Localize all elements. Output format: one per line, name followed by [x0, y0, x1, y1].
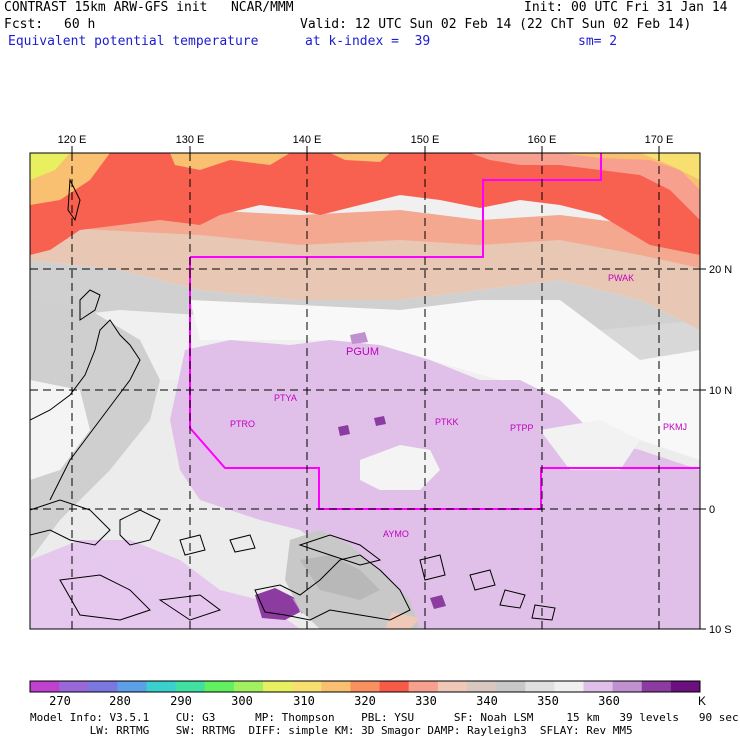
lat-label-20n: 20 N: [709, 264, 732, 276]
lat-label-equator: 0: [709, 504, 715, 516]
coastlines: [30, 178, 556, 621]
colorbar-swatch: [466, 681, 497, 692]
colorbar-swatch: [379, 681, 410, 692]
colorbar-swatch: [146, 681, 177, 692]
lon-label-150: 150 E: [411, 134, 440, 146]
region-boundary: [189, 153, 700, 510]
colorbar-swatch: [292, 681, 322, 692]
station-pwak: PWAK: [608, 273, 634, 283]
station-ptpp: PTPP: [510, 423, 534, 433]
colorbar-label-350: 350: [537, 694, 559, 708]
colorbar-swatch: [525, 681, 555, 692]
lon-label-170: 170 E: [645, 134, 674, 146]
lon-label-120: 120 E: [58, 134, 87, 146]
lon-label-130: 130 E: [176, 134, 205, 146]
header-valid-time: Valid: 12 UTC Sun 02 Feb 14 (22 ChT Sun …: [300, 17, 692, 32]
colorbar-swatch: [583, 681, 614, 692]
colorbar-swatch: [117, 681, 148, 692]
lat-label-10n: 10 N: [709, 385, 732, 397]
colorbar: [29, 680, 701, 693]
colorbar-label-330: 330: [415, 694, 437, 708]
colorbar-label-320: 320: [354, 694, 376, 708]
lon-label-160: 160 E: [528, 134, 557, 146]
header-forecast-value: 60 h: [64, 17, 96, 32]
colorbar-label-340: 340: [476, 694, 498, 708]
lat-lon-grid: [30, 153, 700, 629]
colorbar-swatch: [554, 681, 584, 692]
lat-label-10s: 10 S: [709, 624, 732, 636]
colorbar-swatch: [321, 681, 351, 692]
colorbar-swatch: [88, 681, 118, 692]
colorbar-swatch: [670, 681, 701, 692]
header-init-time: Init: 00 UTC Fri 31 Jan 14: [524, 0, 728, 15]
map-frame: [29, 152, 701, 630]
colorbar-swatch: [59, 681, 89, 692]
colorbar-label-290: 290: [170, 694, 192, 708]
smoothing-info: sm= 2: [578, 34, 618, 49]
theta-e-field: [30, 153, 700, 629]
lon-label-140: 140 E: [293, 134, 322, 146]
station-ptkk: PTKK: [435, 417, 459, 427]
colorbar-swatch: [175, 681, 206, 692]
colorbar-swatch: [204, 681, 235, 692]
station-pkmj: PKMJ: [663, 422, 687, 432]
colorbar-swatch: [641, 681, 672, 692]
station-aymo: AYMO: [383, 529, 409, 539]
colorbar-swatch: [612, 681, 643, 692]
station-pgum: PGUM: [346, 346, 379, 358]
header-title: CONTRAST 15km ARW-GFS init NCAR/MMM: [4, 0, 294, 15]
station-ptya: PTYA: [274, 393, 297, 403]
colorbar-label-280: 280: [109, 694, 131, 708]
colorbar-swatch: [30, 681, 60, 692]
colorbar-unit: K: [698, 694, 706, 708]
header-forecast-label: Fcst:: [4, 17, 44, 32]
colorbar-swatch: [408, 681, 439, 692]
model-info-line1: Model Info: V3.5.1 CU: G3 MP: Thompson P…: [30, 711, 739, 724]
colorbar-frame: [29, 680, 701, 693]
colorbar-swatch: [496, 681, 526, 692]
colorbar-swatch: [263, 681, 293, 692]
colorbar-label-360: 360: [598, 694, 620, 708]
station-ptro: PTRO: [230, 419, 255, 429]
colorbar-label-310: 310: [293, 694, 315, 708]
level-index: at k-index = 39: [305, 34, 431, 49]
field-name: Equivalent potential temperature: [8, 34, 259, 49]
colorbar-swatch: [437, 681, 468, 692]
colorbar-label-270: 270: [49, 694, 71, 708]
colorbar-swatch: [350, 681, 381, 692]
colorbar-label-300: 300: [231, 694, 253, 708]
colorbar-swatch: [233, 681, 264, 692]
model-info-line2: LW: RRTMG SW: RRTMG DIFF: simple KM: 3D …: [30, 724, 633, 737]
